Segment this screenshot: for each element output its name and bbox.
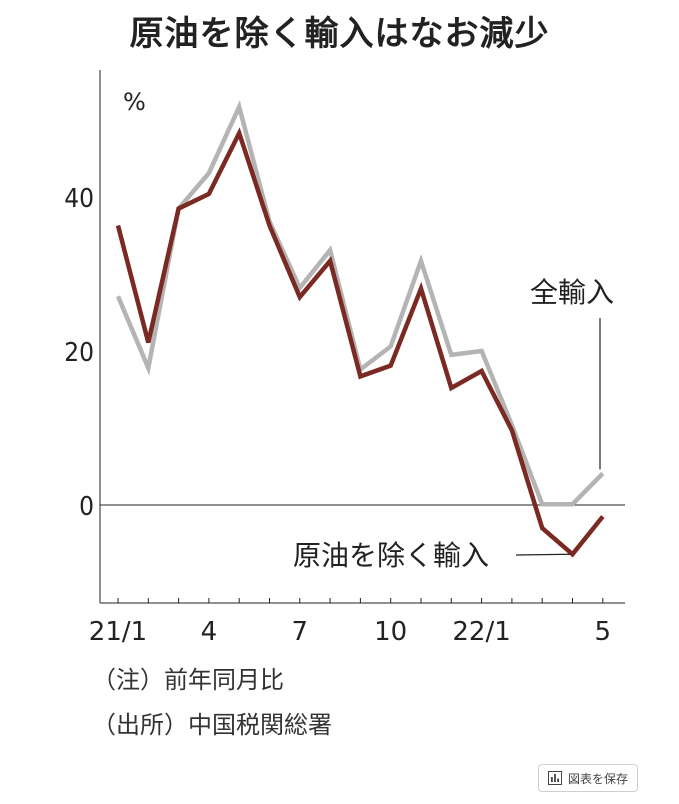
y-tick-label: 40 xyxy=(64,184,94,214)
bar-chart-icon xyxy=(547,771,562,785)
x-tick-label: 21/1 xyxy=(89,617,147,647)
chart-title: 原油を除く輸入はなお減少 xyxy=(129,14,550,54)
x-tick-label: 5 xyxy=(595,617,612,647)
note-source: （出所）中国税関総署 xyxy=(92,711,332,739)
y-tick-label: 20 xyxy=(64,338,94,368)
series-label-all-imports: 全輸入 xyxy=(530,276,614,309)
x-tick-label: 22/1 xyxy=(452,617,510,647)
save-button-label: 図表を保存 xyxy=(567,771,628,786)
y-axis-unit-label: % xyxy=(123,88,146,116)
leader-line-non-crude-imports xyxy=(515,553,571,556)
x-tick-label: 4 xyxy=(201,617,218,647)
note-yoy: （注）前年同月比 xyxy=(92,666,284,694)
series-label-non-crude-imports: 原油を除く輸入 xyxy=(293,539,489,572)
x-tick-label: 7 xyxy=(292,617,309,647)
y-tick-label: 0 xyxy=(79,492,94,522)
x-tick-label: 10 xyxy=(374,617,407,647)
save-chart-button[interactable]: 図表を保存 xyxy=(538,764,638,792)
